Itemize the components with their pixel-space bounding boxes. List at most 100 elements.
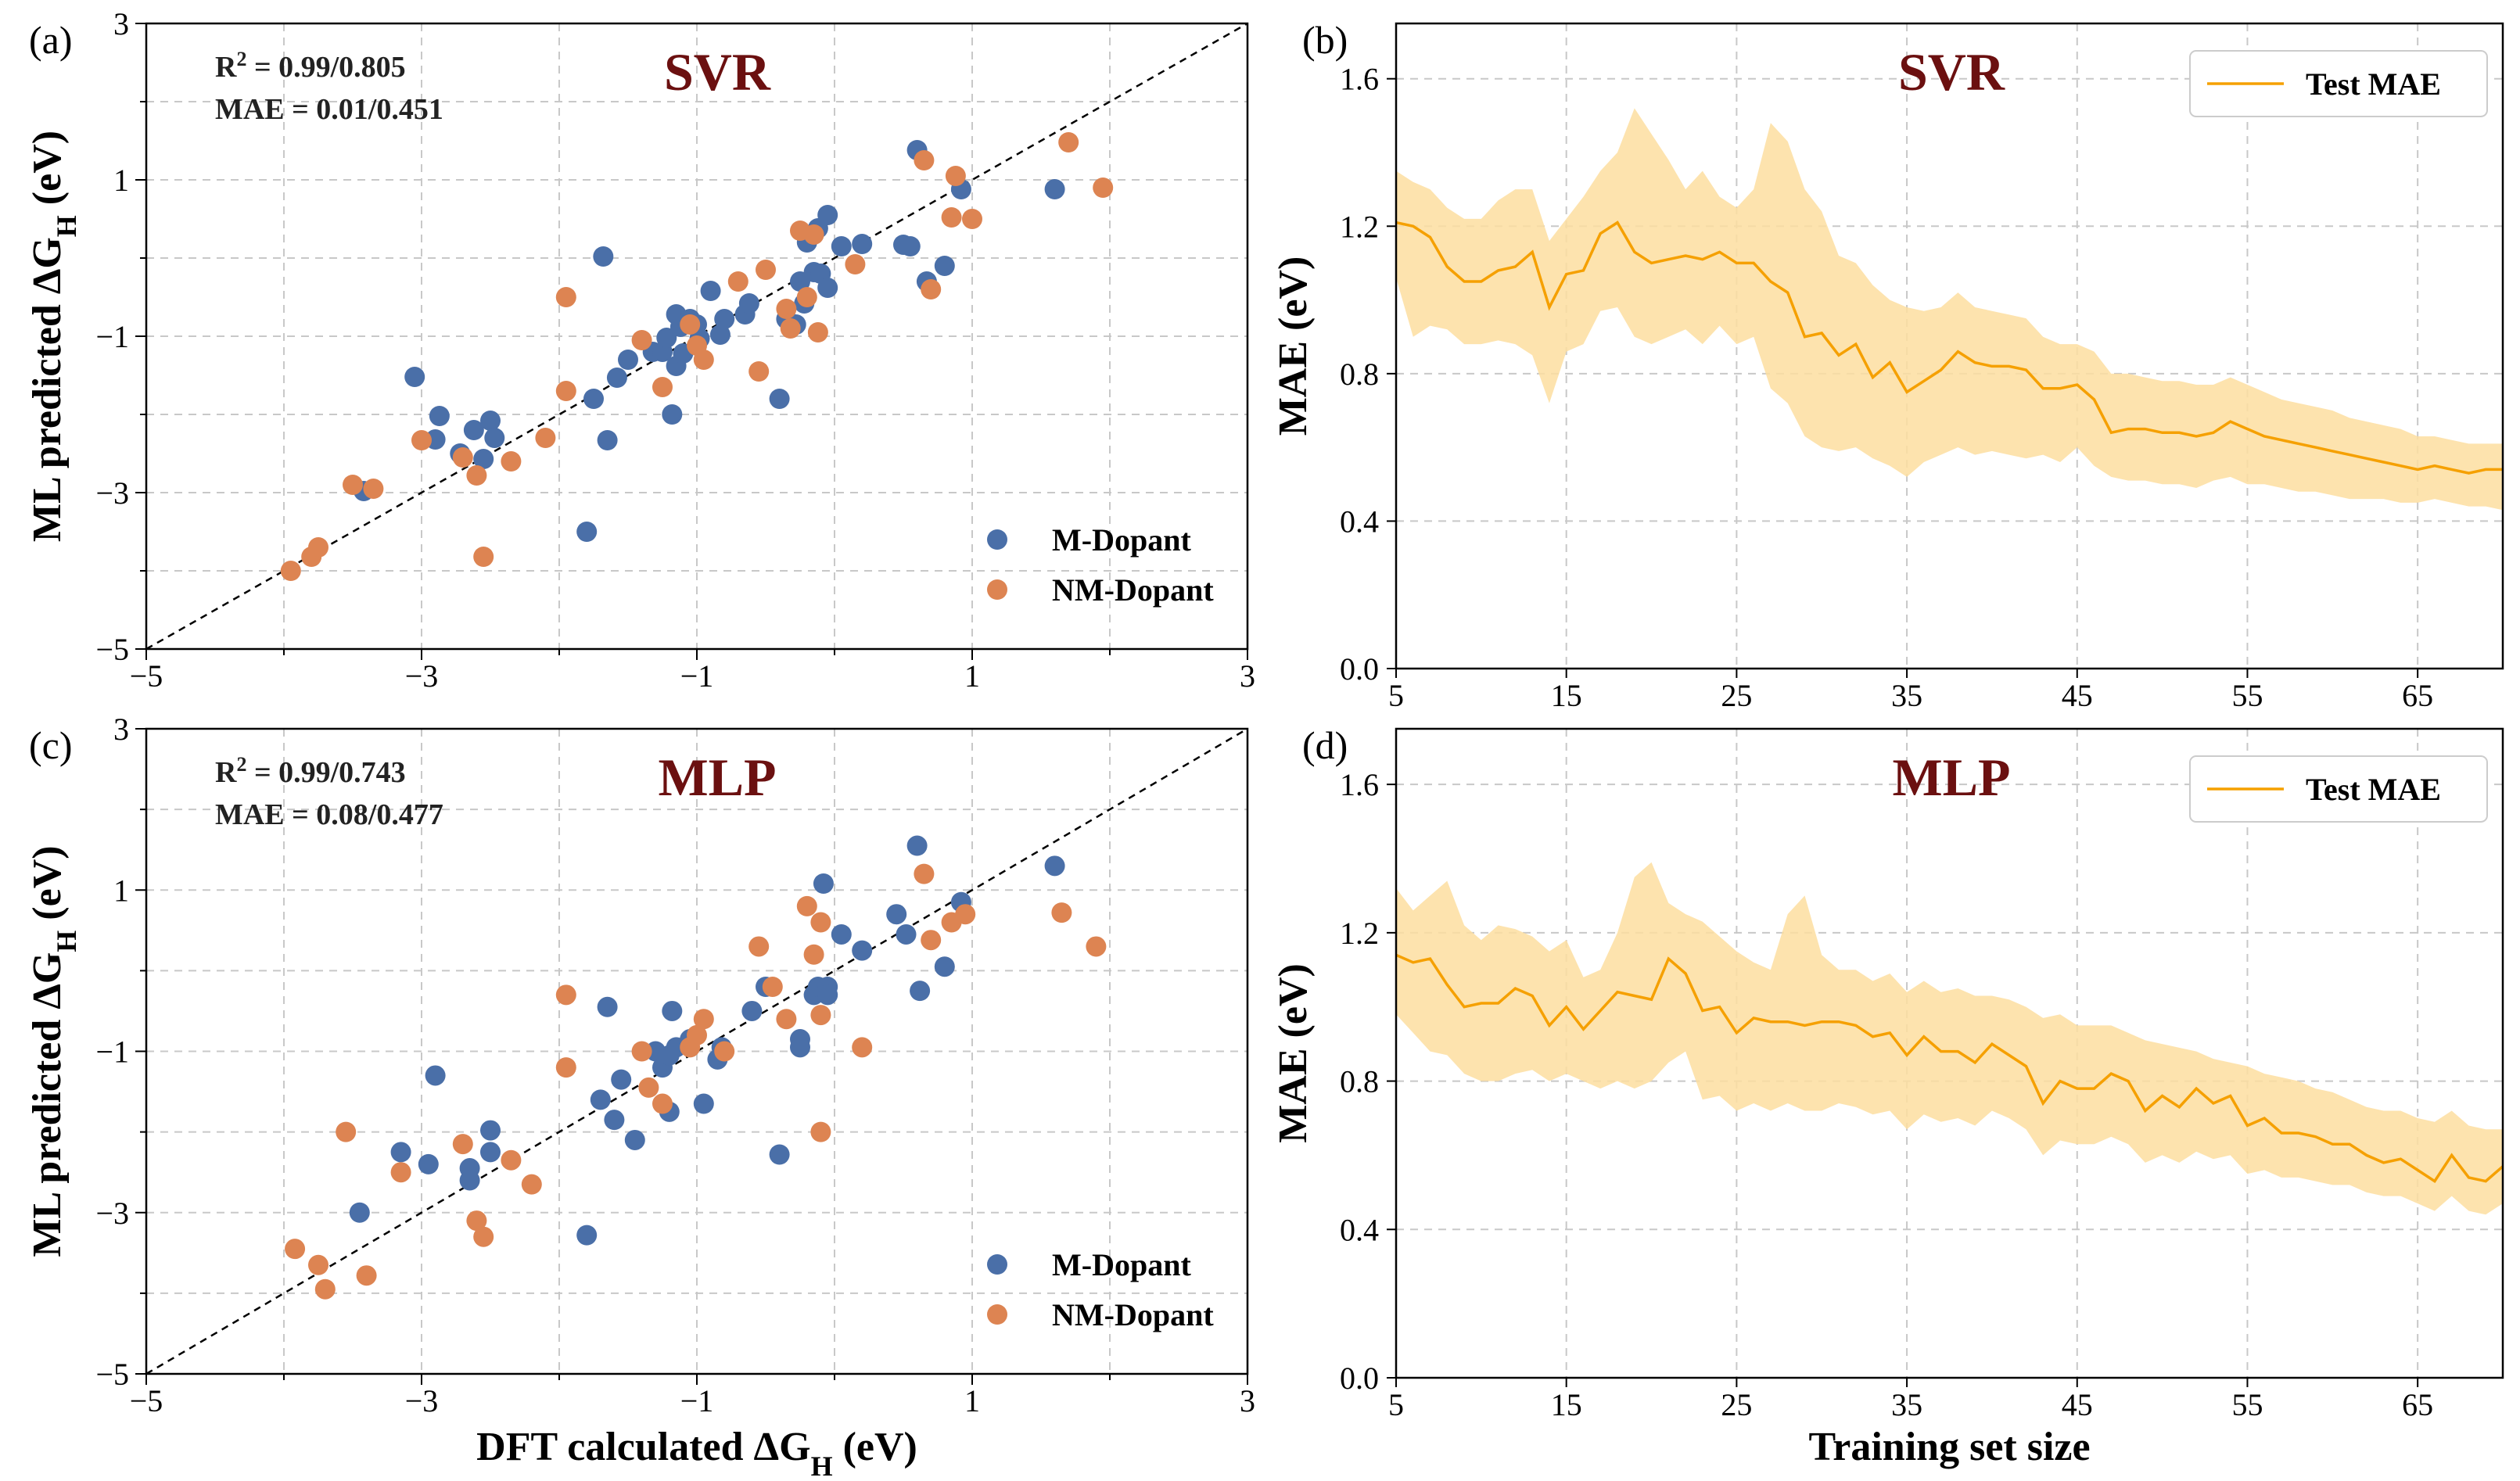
y-tick-label: 0.8	[1340, 1064, 1379, 1099]
data-point-nm-dopant	[810, 912, 831, 933]
data-point-m-dopant	[852, 234, 873, 254]
data-point-m-dopant	[886, 904, 907, 925]
data-point-nm-dopant	[714, 1041, 735, 1062]
data-point-m-dopant	[813, 873, 834, 894]
data-point-nm-dopant	[336, 1121, 357, 1142]
panel-b: 5 15 25 35 45 55 65 0.0 0.4 0.8 1.2 1.6 Test MAE SVR M…	[1271, 18, 2504, 713]
data-point-m-dopant	[700, 281, 721, 301]
legend-marker	[987, 1304, 1007, 1325]
y-tick-label: 0.4	[1340, 504, 1379, 539]
data-point-m-dopant	[899, 236, 921, 256]
data-point-nm-dopant	[521, 1174, 542, 1195]
test-mae-line	[1395, 221, 2503, 475]
y-tick-label: 1.2	[1340, 916, 1379, 951]
data-point-m-dopant	[597, 996, 618, 1017]
panel-label: (d)	[1302, 723, 1348, 767]
data-point-nm-dopant	[945, 166, 966, 186]
data-point-nm-dopant	[466, 1210, 487, 1232]
x-tick-label: 65	[2402, 1387, 2433, 1422]
y-tick-label: −1	[95, 319, 129, 354]
data-point-m-dopant	[590, 1089, 611, 1110]
x-tick-label: 3	[1240, 1383, 1255, 1418]
data-point-m-dopant	[934, 256, 955, 276]
data-point-m-dopant	[576, 522, 598, 542]
parity-line	[145, 22, 1248, 651]
legend-marker	[987, 579, 1007, 600]
data-point-nm-dopant	[1058, 132, 1079, 152]
data-point-nm-dopant	[652, 1093, 673, 1114]
panel-d: 5 15 25 35 45 55 65 0.0 0.4 0.8 1.2 1.6 Test MAE MLP M…	[1271, 723, 2504, 1469]
data-point-nm-dopant	[727, 271, 748, 292]
y-axis-label: ML predicted ΔGH (eV)	[25, 131, 82, 542]
y-tick-label: 1.6	[1340, 62, 1379, 97]
data-point-m-dopant	[817, 984, 838, 1006]
x-tick-label: 25	[1721, 1387, 1752, 1422]
data-point-nm-dopant	[501, 1149, 522, 1171]
data-point-nm-dopant	[285, 1239, 306, 1260]
x-tick-label: 1	[964, 658, 980, 694]
model-title: MLP	[658, 748, 776, 807]
y-tick-label: 1	[113, 873, 129, 908]
data-point-nm-dopant	[301, 547, 322, 567]
x-tick-label: 1	[964, 1383, 980, 1418]
r2-stat: R2 = 0.99/0.805	[215, 48, 406, 84]
data-point-m-dopant	[934, 956, 955, 977]
data-point-nm-dopant	[652, 377, 673, 397]
data-point-m-dopant	[1044, 179, 1065, 199]
data-point-m-dopant	[611, 1069, 632, 1090]
x-tick-label: 65	[2402, 678, 2433, 713]
data-point-nm-dopant	[535, 428, 556, 448]
x-tick-label: 35	[1891, 678, 1922, 713]
data-point-nm-dopant	[810, 1121, 831, 1142]
data-point-m-dopant	[769, 389, 790, 409]
data-point-m-dopant	[831, 923, 852, 945]
x-tick-label: 5	[1388, 678, 1404, 713]
data-point-nm-dopant	[693, 1009, 714, 1030]
y-tick-label: −3	[95, 475, 129, 511]
x-tick-label: −3	[405, 1383, 439, 1418]
x-tick-label: 55	[2231, 678, 2263, 713]
data-point-nm-dopant	[631, 330, 652, 350]
y-tick-label: 0.8	[1340, 357, 1379, 392]
data-point-m-dopant	[480, 1142, 501, 1163]
x-tick-label: −3	[405, 658, 439, 694]
x-tick-label: 15	[1551, 1387, 1582, 1422]
legend-label: Test MAE	[2306, 772, 2441, 807]
panel-c: −5 −3 −1 1 3 −5 −3 −1 1 3 R2 = 0.99/0.743 MAE = 0.0…	[25, 712, 1255, 1481]
legend-label: M-Dopant	[1052, 522, 1191, 558]
data-point-nm-dopant	[411, 430, 432, 450]
data-point-nm-dopant	[390, 1162, 411, 1183]
legend-marker	[987, 529, 1007, 550]
data-point-nm-dopant	[466, 465, 487, 486]
data-point-m-dopant	[480, 1120, 501, 1141]
data-point-nm-dopant	[941, 207, 962, 228]
plot-frame	[1395, 727, 2504, 1379]
data-point-m-dopant	[656, 328, 677, 348]
mae-stat: MAE = 0.08/0.477	[215, 798, 443, 831]
panel-label: (b)	[1302, 18, 1348, 62]
test-mae-line	[1395, 953, 2504, 1184]
y-tick-label: 0.0	[1340, 651, 1379, 687]
data-point-nm-dopant	[555, 381, 576, 401]
data-point-m-dopant	[593, 246, 614, 267]
data-point-nm-dopant	[914, 863, 935, 884]
data-point-m-dopant	[896, 923, 917, 945]
data-point-nm-dopant	[363, 479, 384, 499]
y-tick-label: −1	[95, 1035, 129, 1070]
data-point-m-dopant	[790, 1037, 810, 1058]
data-point-nm-dopant	[803, 944, 824, 965]
y-axis-label: MAE (eV)	[1271, 256, 1316, 436]
data-point-m-dopant	[852, 940, 873, 961]
legend-label: M-Dopant	[1052, 1247, 1191, 1282]
data-point-m-dopant	[618, 350, 638, 370]
data-point-nm-dopant	[308, 1254, 328, 1275]
data-point-nm-dopant	[687, 1024, 707, 1045]
y-tick-label: 0.4	[1340, 1212, 1379, 1247]
x-tick-label: 45	[2062, 1387, 2093, 1422]
data-point-nm-dopant	[955, 904, 976, 925]
model-title: SVR	[664, 42, 771, 102]
y-tick-label: 1.2	[1340, 209, 1379, 244]
data-point-nm-dopant	[796, 895, 817, 916]
data-point-m-dopant	[1044, 855, 1065, 877]
data-point-m-dopant	[390, 1142, 411, 1163]
